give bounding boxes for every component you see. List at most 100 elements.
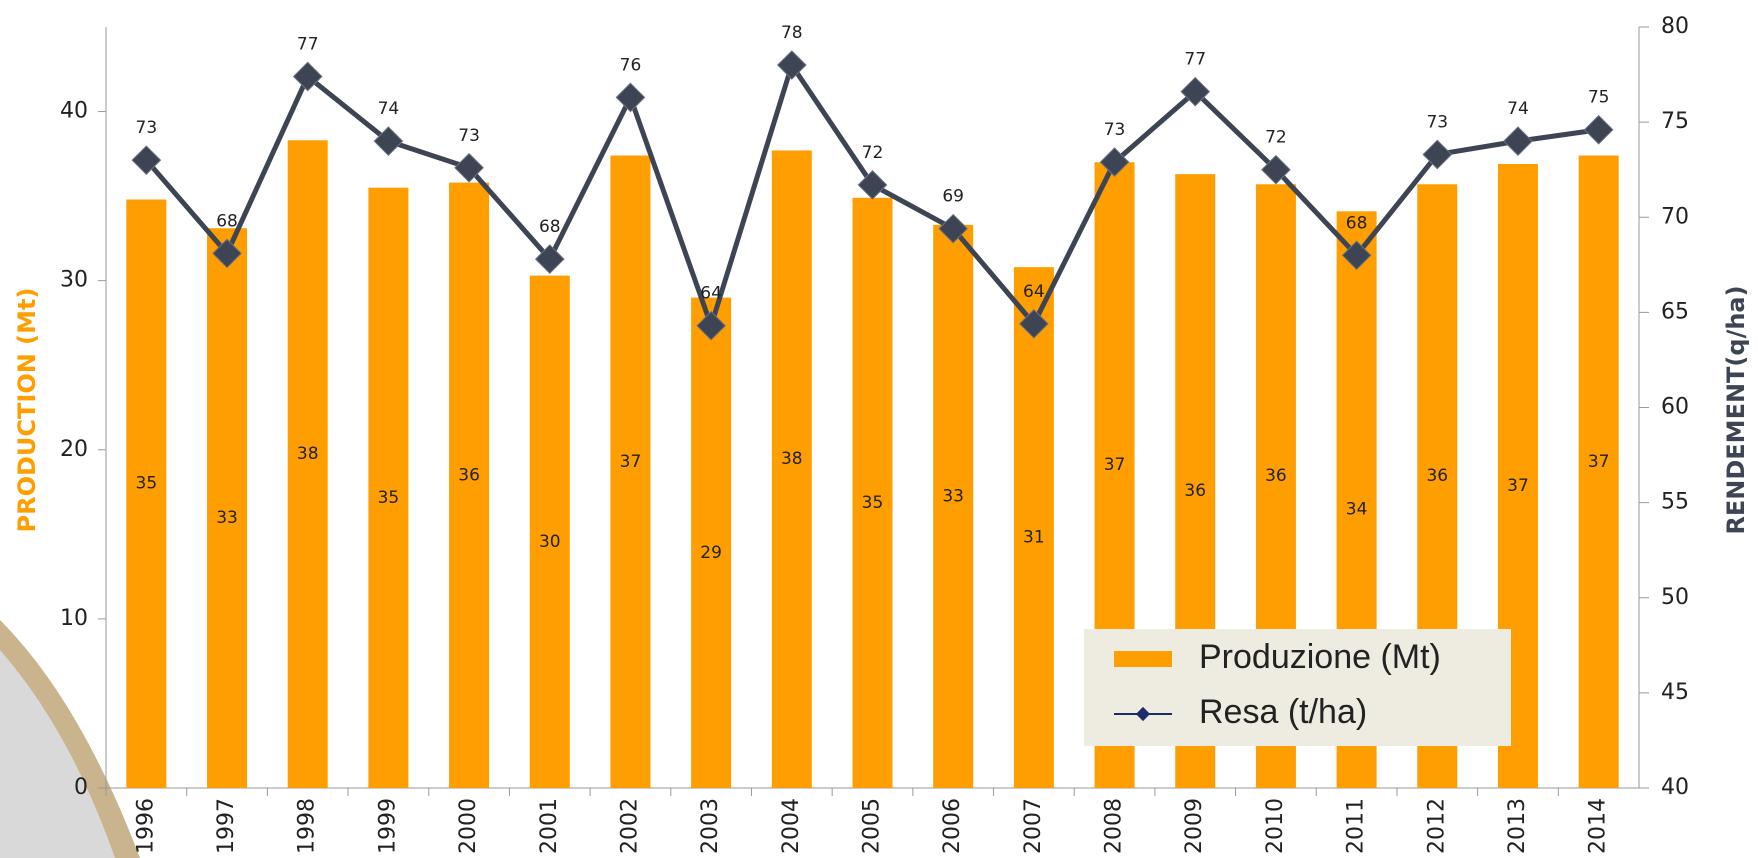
- x-tick-label: 1999: [375, 798, 400, 854]
- x-tick-label: 2007: [1021, 798, 1046, 854]
- bar: [126, 199, 167, 788]
- x-tick-label: 1997: [214, 798, 239, 854]
- marker: [373, 126, 404, 156]
- marker: [454, 152, 484, 183]
- bar: [1578, 155, 1619, 789]
- bar-value-label: 33: [942, 486, 964, 506]
- x-tick-label: 2013: [1505, 798, 1530, 854]
- bar-value-label: 37: [1104, 455, 1126, 475]
- line-value-label: 64: [1023, 282, 1045, 302]
- bar: [287, 140, 328, 788]
- y-axis-label: PRODUCTION (Mt): [13, 288, 41, 533]
- x-tick-label: 2014: [1586, 798, 1611, 854]
- marker: [776, 50, 807, 80]
- marker: [534, 244, 565, 274]
- y2-tick-label: 80: [1661, 14, 1689, 39]
- bar: [933, 224, 974, 789]
- line-value-label: 73: [458, 126, 480, 146]
- bar-value-label: 35: [862, 493, 884, 513]
- decoration: [0, 650, 115, 858]
- line-value-label: 73: [1104, 120, 1126, 140]
- line-value-label: 74: [1507, 99, 1529, 119]
- bar: [449, 182, 490, 789]
- y2-tick-label: 40: [1661, 775, 1689, 800]
- x-tick-label: 2001: [537, 798, 562, 854]
- y2-tick-label: 70: [1661, 204, 1689, 229]
- bar-value-label: 38: [297, 444, 319, 464]
- bar-value-label: 37: [620, 452, 642, 472]
- bar-value-label: 29: [700, 543, 722, 563]
- y-tick-label: 10: [60, 606, 88, 631]
- marker: [1099, 147, 1130, 177]
- line-value-label: 68: [216, 211, 238, 231]
- marker: [1503, 126, 1533, 156]
- line-value-label: 78: [781, 23, 803, 43]
- y2-tick-label: 65: [1661, 299, 1689, 324]
- y-tick-label: 0: [74, 775, 88, 800]
- bar: [207, 228, 248, 789]
- marker: [857, 170, 888, 200]
- bar: [529, 275, 570, 788]
- legend-swatch: [1135, 706, 1151, 722]
- bar-value-label: 34: [1346, 500, 1368, 520]
- legend-swatch: [1114, 651, 1172, 667]
- y2-tick-label: 45: [1661, 680, 1689, 705]
- line-value-label: 76: [620, 55, 642, 75]
- bar-value-label: 31: [1023, 528, 1045, 548]
- y-tick-label: 20: [60, 437, 88, 462]
- x-tick-label: 2010: [1263, 798, 1288, 854]
- line-value-label: 72: [1265, 128, 1287, 148]
- marker: [1341, 240, 1372, 271]
- x-tick-label: 2004: [779, 798, 804, 854]
- bar-value-label: 36: [1265, 466, 1287, 486]
- bar-value-label: 37: [1588, 452, 1610, 472]
- marker: [696, 310, 726, 341]
- marker: [292, 61, 323, 92]
- y-tick-label: 30: [60, 268, 88, 293]
- marker: [1019, 308, 1049, 339]
- x-tick-label: 2006: [940, 798, 965, 854]
- y2-tick-label: 60: [1661, 395, 1689, 420]
- x-tick-label: 2012: [1424, 798, 1449, 854]
- marker: [615, 82, 646, 113]
- line-value-label: 69: [942, 187, 964, 207]
- bar: [610, 155, 651, 789]
- line-value-label: 77: [1184, 50, 1206, 70]
- x-tick-label: 1996: [133, 798, 158, 854]
- line-value-label: 68: [1346, 213, 1368, 233]
- y2-tick-label: 50: [1661, 585, 1689, 610]
- marker: [1180, 76, 1211, 107]
- bar: [368, 187, 409, 789]
- line-value-label: 64: [700, 284, 722, 304]
- line-value-label: 68: [539, 217, 561, 237]
- bar: [691, 297, 732, 788]
- x-tick-label: 2005: [860, 798, 885, 854]
- marker: [1583, 114, 1614, 145]
- bar: [771, 150, 812, 788]
- y-tick-label: 40: [60, 99, 88, 124]
- bar-value-label: 36: [1184, 481, 1206, 501]
- bar: [1013, 267, 1054, 788]
- x-tick-label: 1998: [295, 798, 320, 854]
- x-tick-label: 2009: [1182, 798, 1207, 854]
- legend-box: [1084, 629, 1511, 746]
- x-tick-label: 2008: [1102, 798, 1127, 854]
- bar-value-label: 36: [458, 465, 480, 485]
- x-tick-label: 2000: [456, 798, 481, 854]
- line-value-label: 72: [862, 143, 884, 163]
- x-tick-label: 2011: [1344, 798, 1369, 854]
- bar-value-label: 35: [136, 474, 158, 494]
- marker: [938, 213, 969, 244]
- bar-value-label: 36: [1426, 466, 1448, 486]
- bar: [852, 197, 893, 788]
- bar-value-label: 30: [539, 532, 561, 552]
- line-value-label: 77: [297, 34, 319, 54]
- line-value-label: 75: [1588, 88, 1610, 108]
- marker: [1422, 139, 1453, 170]
- marker: [212, 238, 242, 269]
- y2-tick-label: 55: [1661, 490, 1689, 515]
- bar-value-label: 33: [216, 508, 238, 528]
- line-value-label: 74: [378, 99, 400, 119]
- x-tick-label: 2003: [698, 798, 723, 854]
